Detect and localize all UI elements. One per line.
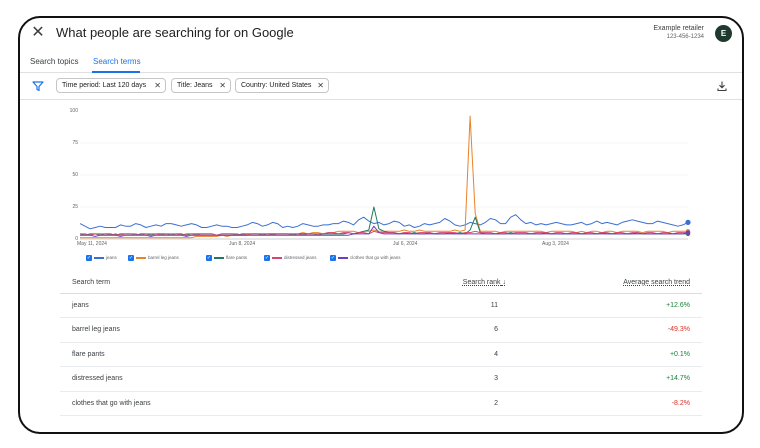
legend-label: jeans [106,255,117,260]
table-row[interactable]: clothes that go with jeans 2 -8.2% [60,392,702,416]
search-rank-cell: 4 [494,350,498,358]
legend-swatch [94,256,104,259]
legend-swatch [136,256,146,259]
legend-swatch [214,256,224,259]
page-title: What people are searching for on Google [56,25,294,40]
column-header-average-search-trend[interactable]: Average search trend [623,279,690,286]
x-tick-label: Jul 6, 2024 [393,241,418,247]
trend-cell: +14.7% [666,375,690,383]
checkbox-icon[interactable]: ✓ [128,254,134,261]
checkbox-icon[interactable]: ✓ [330,254,336,261]
tab-search-terms[interactable]: Search terms [93,57,141,66]
legend-swatch [338,256,348,259]
account-info: Example retailer 123-456-1234 [653,24,704,42]
search-term-cell: distressed jeans [72,375,123,383]
filter-icon[interactable] [32,80,44,92]
tab-bar: Search topics Search terms [20,53,742,73]
search-rank-cell: 3 [494,375,498,383]
series-end-point [685,219,691,225]
retailer-name: Example retailer [653,25,704,32]
legend-label: flare pants [226,255,248,260]
legend-item-distressed-jeans[interactable]: ✓ distressed jeans [264,254,317,263]
trend-chart-plot [79,115,691,240]
y-tick-label: 25 [72,204,78,210]
report-panel: ✕ What people are searching for on Googl… [18,16,744,434]
legend-item-clothes-that-go-with-jeans[interactable]: ✓ clothes that go with jeans [330,254,401,263]
search-term-cell: barrel leg jeans [72,326,120,334]
filter-chip-label: Time period: Last 120 days [62,82,147,89]
search-terms-table: Search term Search rank ↓ Average search… [60,272,702,416]
column-header-label: Search rank [462,279,501,286]
active-tab-indicator [92,71,140,73]
filter-chip-label: Country: United States [241,82,312,89]
checkbox-icon[interactable]: ✓ [264,254,270,261]
table-header: Search term Search rank ↓ Average search… [60,272,702,294]
filter-bar: Time period: Last 120 days ✕ Title: Jean… [20,74,742,100]
table-row[interactable]: barrel leg jeans 6 -49.3% [60,318,702,343]
search-rank-cell: 11 [490,302,498,309]
legend-label: clothes that go with jeans [350,255,401,260]
checkbox-icon[interactable]: ✓ [86,254,92,261]
x-tick-label: Aug 3, 2024 [542,241,569,247]
y-tick-label: 50 [72,172,78,178]
filter-chip-country[interactable]: Country: United States ✕ [235,78,329,93]
legend-swatch [272,256,282,259]
series-end-point [685,230,691,235]
column-header-search-term: Search term [72,279,111,286]
x-tick-label: Jun 8, 2024 [229,241,256,247]
y-tick-label: 100 [69,108,78,114]
search-term-cell: clothes that go with jeans [72,399,151,407]
retailer-id: 123-456-1234 [666,34,704,40]
chip-close-icon[interactable]: ✕ [317,81,324,90]
y-tick-label: 75 [72,140,78,146]
download-icon[interactable] [716,80,728,92]
avatar[interactable]: E [715,25,732,42]
sort-arrow-down-icon: ↓ [502,279,507,286]
filter-chip-title[interactable]: Title: Jeans ✕ [171,78,231,93]
trend-cell: +0.1% [669,350,690,358]
series-line-distressed-jeans [80,230,688,236]
column-header-search-rank[interactable]: Search rank ↓ [463,279,506,286]
legend-label: distressed jeans [284,255,317,260]
trend-chart: 100 75 50 25 0 May 11, 2024 Jun 8, 2024 … [20,102,742,262]
table-row[interactable]: jeans 11 +12.6% [60,294,702,319]
search-term-cell: jeans [72,302,89,309]
table-row[interactable]: flare pants 4 +0.1% [60,343,702,368]
legend-item-barrel-leg-jeans[interactable]: ✓ barrel leg jeans [128,254,179,263]
filter-chip-time-period[interactable]: Time period: Last 120 days ✕ [56,78,166,93]
series-line-clothes-that-go-with-jeans [80,225,689,237]
checkbox-icon[interactable]: ✓ [206,254,212,261]
y-tick-label: 0 [75,236,78,242]
search-rank-cell: 6 [494,326,498,334]
x-tick-label: May 11, 2024 [77,241,107,247]
series-line-jeans [79,214,689,230]
legend-item-jeans[interactable]: ✓ jeans [86,254,117,263]
tab-search-topics[interactable]: Search topics [30,57,79,66]
table-row[interactable]: distressed jeans 3 +14.7% [60,367,702,392]
trend-cell: -49.3% [667,326,690,334]
chip-close-icon[interactable]: ✕ [154,81,161,90]
search-term-cell: flare pants [72,350,105,358]
chip-close-icon[interactable]: ✕ [219,81,226,90]
header: ✕ What people are searching for on Googl… [20,18,742,50]
legend-label: barrel leg jeans [148,255,179,260]
filter-chip-label: Title: Jeans [177,82,213,89]
trend-cell: -8.2% [671,399,690,407]
search-rank-cell: 2 [494,399,498,407]
close-icon[interactable]: ✕ [31,24,45,41]
legend-item-flare-pants[interactable]: ✓ flare pants [206,254,247,263]
trend-cell: +12.6% [666,302,690,309]
series-line-barrel-leg-jeans [80,115,688,239]
